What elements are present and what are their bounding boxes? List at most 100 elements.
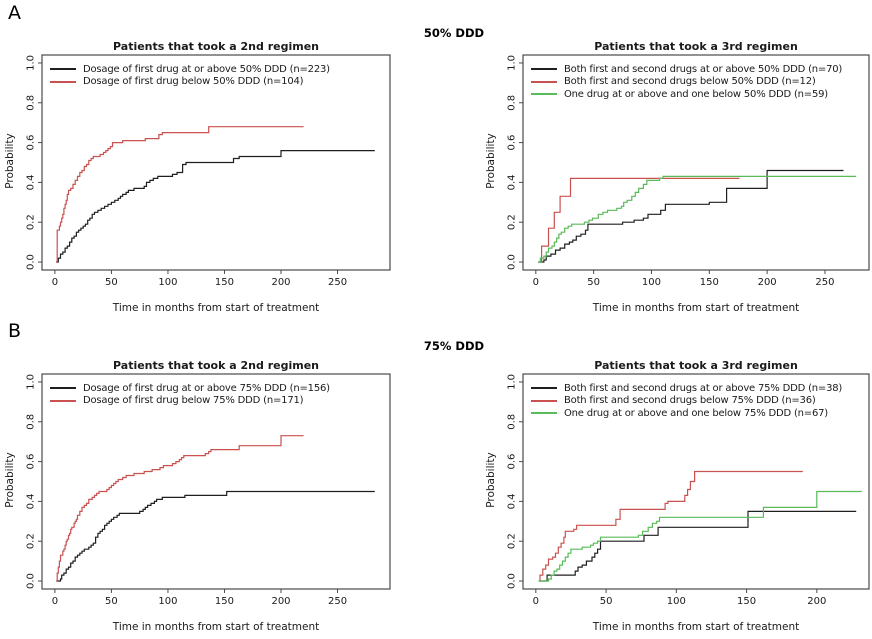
svg-text:0.4: 0.4 [507, 174, 518, 190]
legend: Both first and second drugs at or above … [531, 63, 842, 101]
svg-text:0.6: 0.6 [507, 135, 518, 151]
legend-label: Dosage of first drug at or above 75% DDD… [83, 382, 330, 394]
x-axis-label: Time in months from start of treatment [112, 621, 320, 633]
legend-label: One drug at or above and one below 50% D… [564, 88, 829, 100]
legend-item: Dosage of first drug at or above 75% DDD… [50, 382, 330, 395]
legend-item: One drug at or above and one below 75% D… [531, 407, 842, 420]
legend-item: Dosage of first drug at or above 50% DDD… [50, 63, 330, 76]
svg-text:150: 150 [700, 277, 719, 288]
legend-label: Both first and second drugs at or above … [564, 382, 843, 394]
legend-line-swatch-red [531, 80, 557, 83]
legend-label: Dosage of first drug at or above 50% DDD… [83, 63, 330, 75]
legend-label: Both first and second drugs below 75% DD… [564, 395, 816, 407]
legend-line-swatch-black [50, 68, 76, 71]
svg-text:0.0: 0.0 [507, 573, 518, 589]
svg-text:250: 250 [328, 277, 347, 288]
svg-text:150: 150 [215, 277, 234, 288]
legend-line-swatch-black [531, 68, 557, 71]
svg-text:150: 150 [737, 596, 756, 607]
legend-line-swatch-green [531, 93, 557, 96]
svg-text:50: 50 [105, 596, 118, 607]
legend-item: Dosage of first drug below 50% DDD (n=10… [50, 76, 330, 89]
svg-text:50: 50 [105, 277, 118, 288]
km-plot-a-3rd: 0 50 100 150 200 250 0.0 0.2 0.4 0.6 0.8 1.0 [507, 54, 870, 288]
svg-text:0: 0 [533, 596, 539, 607]
svg-text:0: 0 [52, 277, 58, 288]
panel-a-2nd-regimen: Patients that took a 2nd regimen Probabi… [0, 0, 436, 320]
svg-text:0.2: 0.2 [507, 214, 518, 230]
panel-b-2nd-regimen: Patients that took a 2nd regimen Probabi… [0, 319, 436, 639]
x-axis-label: Time in months from start of treatment [592, 302, 800, 314]
legend: Both first and second drugs at or above … [531, 382, 842, 420]
km-plot-b-2nd: 0 50 100 150 200 250 0.0 0.2 0.4 0.6 0.8 1.0 [26, 373, 391, 607]
svg-text:100: 100 [642, 277, 661, 288]
x-axis-label: Time in months from start of treatment [592, 621, 800, 633]
km-plot-b-3rd: 0 50 100 150 200 0.0 0.2 0.4 0.6 0.8 1.0 [507, 373, 870, 607]
plot-title: Patients that took a 3rd regimen [594, 40, 798, 53]
svg-text:0.4: 0.4 [26, 174, 37, 190]
svg-text:100: 100 [667, 596, 686, 607]
legend-item: Both first and second drugs at or above … [531, 382, 842, 395]
plot-title: Patients that took a 2nd regimen [113, 359, 319, 372]
svg-text:1.0: 1.0 [507, 55, 518, 71]
svg-text:0.6: 0.6 [507, 454, 518, 470]
svg-text:250: 250 [328, 596, 347, 607]
x-axis-label: Time in months from start of treatment [112, 302, 320, 314]
svg-text:0.6: 0.6 [26, 454, 37, 470]
panel-b-3rd-regimen: Patients that took a 3rd regimen Probabi… [436, 319, 872, 639]
svg-text:0.2: 0.2 [507, 533, 518, 549]
plot-title: Patients that took a 3rd regimen [594, 359, 798, 372]
legend: Dosage of first drug at or above 75% DDD… [50, 382, 330, 407]
svg-text:100: 100 [158, 596, 177, 607]
panel-a-3rd-regimen: Patients that took a 3rd regimen Probabi… [436, 0, 872, 320]
svg-text:0.0: 0.0 [26, 254, 37, 270]
svg-text:0.6: 0.6 [26, 135, 37, 151]
svg-text:150: 150 [215, 596, 234, 607]
svg-text:0.4: 0.4 [507, 493, 518, 509]
svg-text:0: 0 [52, 596, 58, 607]
svg-text:1.0: 1.0 [26, 55, 37, 71]
section-label-b: B [8, 320, 22, 342]
svg-text:50: 50 [587, 277, 600, 288]
svg-text:200: 200 [807, 596, 826, 607]
legend-line-swatch-black [531, 387, 557, 390]
legend-line-swatch-green [531, 412, 557, 415]
svg-text:1.0: 1.0 [507, 374, 518, 390]
svg-text:0.2: 0.2 [26, 533, 37, 549]
legend-item: Dosage of first drug below 75% DDD (n=17… [50, 395, 330, 408]
legend-item: Both first and second drugs at or above … [531, 63, 842, 76]
legend-label: Dosage of first drug below 75% DDD (n=17… [83, 395, 304, 407]
legend-item: Both first and second drugs below 50% DD… [531, 76, 842, 89]
svg-text:200: 200 [271, 277, 290, 288]
section-label-a: A [8, 2, 21, 24]
legend-item: Both first and second drugs below 75% DD… [531, 395, 842, 408]
svg-text:250: 250 [815, 277, 834, 288]
svg-text:0.8: 0.8 [26, 414, 37, 430]
svg-text:0: 0 [533, 277, 539, 288]
legend-label: One drug at or above and one below 75% D… [564, 407, 829, 419]
svg-text:1.0: 1.0 [26, 374, 37, 390]
km-plot-a-2nd: 0 50 100 150 200 250 0.0 0.2 0.4 0.6 0.8 1.0 [26, 54, 391, 288]
legend-item: One drug at or above and one below 50% D… [531, 88, 842, 101]
svg-text:100: 100 [158, 277, 177, 288]
svg-text:0.8: 0.8 [26, 95, 37, 111]
svg-text:200: 200 [758, 277, 777, 288]
plot-title: Patients that took a 2nd regimen [113, 40, 319, 53]
legend-line-swatch-red [531, 399, 557, 402]
legend-label: Both first and second drugs below 50% DD… [564, 76, 816, 88]
svg-text:0.8: 0.8 [507, 414, 518, 430]
svg-text:200: 200 [271, 596, 290, 607]
legend-line-swatch-red [50, 80, 76, 83]
legend-line-swatch-red [50, 399, 76, 402]
svg-text:0.8: 0.8 [507, 95, 518, 111]
svg-text:50: 50 [600, 596, 613, 607]
row-title-50-ddd: 50% DDD [423, 26, 485, 40]
legend-label: Both first and second drugs at or above … [564, 63, 843, 75]
svg-text:0.0: 0.0 [507, 254, 518, 270]
legend-label: Dosage of first drug below 50% DDD (n=10… [83, 76, 304, 88]
legend-line-swatch-black [50, 387, 76, 390]
svg-text:0.0: 0.0 [26, 573, 37, 589]
legend: Dosage of first drug at or above 50% DDD… [50, 63, 330, 88]
svg-text:0.2: 0.2 [26, 214, 37, 230]
